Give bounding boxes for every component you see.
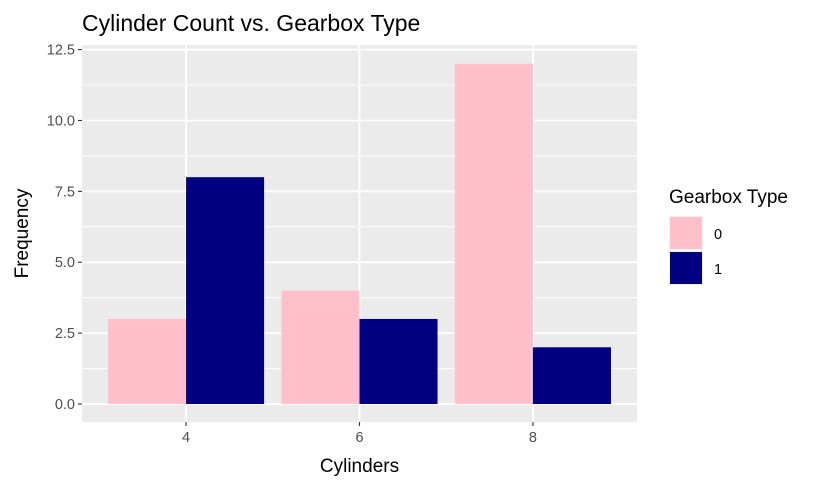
y-tick-label: 7.5 — [55, 184, 75, 200]
y-tick-label: 0.0 — [55, 397, 75, 413]
bar-series-0-cyl-4 — [108, 318, 187, 404]
x-axis-label: Cylinders — [320, 456, 399, 477]
legend-label-1: 1 — [714, 262, 722, 278]
legend-items: 01 — [669, 216, 722, 285]
x-tick-label: 6 — [355, 430, 363, 446]
legend-title: Gearbox Type — [669, 187, 788, 208]
x-axis-ticks: 4 6 8 — [182, 422, 537, 446]
y-tick-label: 5.0 — [55, 255, 75, 271]
legend: Gearbox Type 01 — [669, 187, 788, 285]
bar-series-1-cyl-4 — [186, 177, 265, 404]
legend-swatch-1 — [670, 252, 702, 284]
bar-series-1-cyl-8 — [532, 347, 611, 404]
y-tick-label: 2.5 — [55, 326, 75, 342]
legend-label-0: 0 — [714, 227, 722, 243]
bar-series-1-cyl-6 — [359, 318, 438, 404]
y-axis-label: Frequency — [12, 188, 33, 278]
y-tick-label: 12.5 — [47, 43, 75, 59]
bar-series-0-cyl-6 — [281, 290, 360, 404]
bar-series-0-cyl-8 — [454, 63, 533, 404]
x-tick-label: 8 — [529, 430, 537, 446]
chart-title: Cylinder Count vs. Gearbox Type — [82, 10, 420, 36]
y-axis-ticks: 0.0 2.5 5.0 7.5 10.0 12.5 — [47, 43, 82, 413]
y-tick-label: 10.0 — [47, 113, 75, 129]
bars-layer — [108, 63, 611, 404]
legend-swatch-0 — [670, 217, 702, 249]
x-tick-label: 4 — [182, 430, 190, 446]
